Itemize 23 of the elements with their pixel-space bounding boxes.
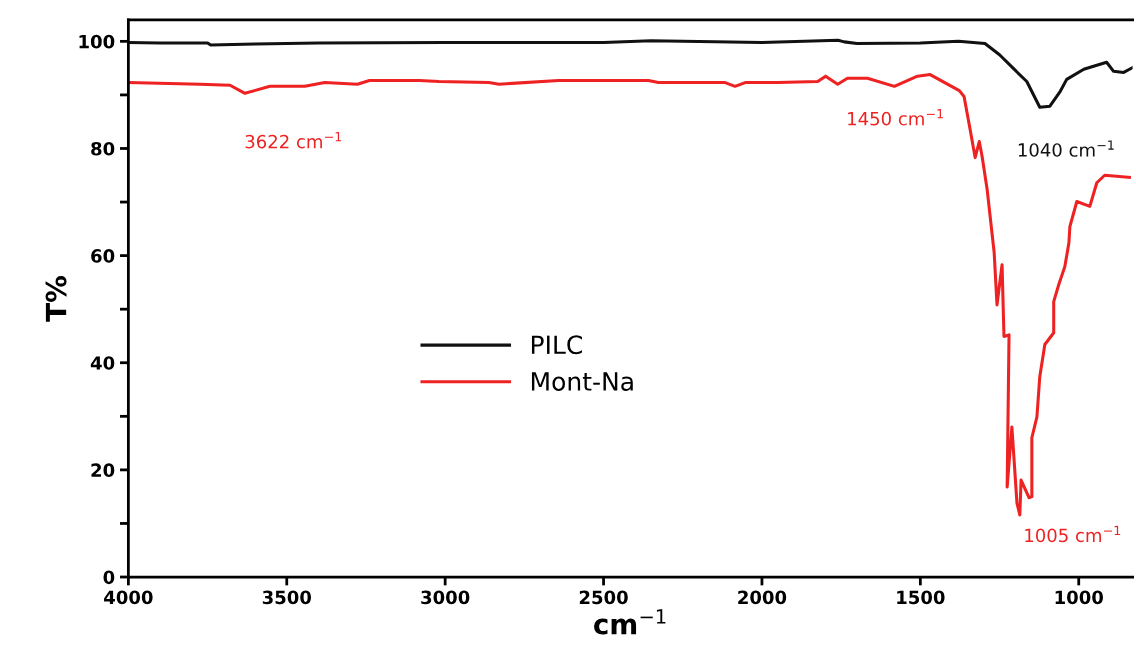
x-tick-label: 4000 bbox=[104, 590, 153, 605]
y-tick-label: 100 bbox=[79, 34, 115, 49]
annotation: 1040 cm$^{−1}$ bbox=[1018, 140, 1114, 157]
annotation: 1450 cm$^{−1}$ bbox=[848, 109, 943, 126]
y-tick-label: 20 bbox=[91, 463, 115, 477]
y-tick-label: 60 bbox=[91, 249, 115, 263]
x-tick-label: 1500 bbox=[897, 590, 945, 605]
annotation: 3622 cm$^{−1}$ bbox=[245, 132, 342, 149]
y-tick-label: 0 bbox=[103, 570, 115, 585]
legend-label: PILC bbox=[531, 335, 582, 355]
x-tick-label: 1000 bbox=[1055, 590, 1103, 605]
legend-label: Mont-Na bbox=[531, 372, 633, 391]
x-tick-label: 3000 bbox=[421, 590, 470, 605]
annotation: 1005 cm$^{−1}$ bbox=[1025, 525, 1121, 543]
y-tick-label: 80 bbox=[91, 141, 115, 156]
x-tick-label: 2500 bbox=[579, 590, 628, 605]
x-tick-label: 2000 bbox=[738, 590, 787, 605]
y-tick-label: 40 bbox=[90, 356, 115, 370]
line-series bbox=[128, 73, 1131, 517]
line-series bbox=[128, 38, 1133, 109]
y-axis-title: T% bbox=[45, 275, 67, 322]
x-tick-label: 3500 bbox=[262, 590, 312, 605]
x-axis-title: cm$^{−1}$ bbox=[594, 609, 666, 635]
